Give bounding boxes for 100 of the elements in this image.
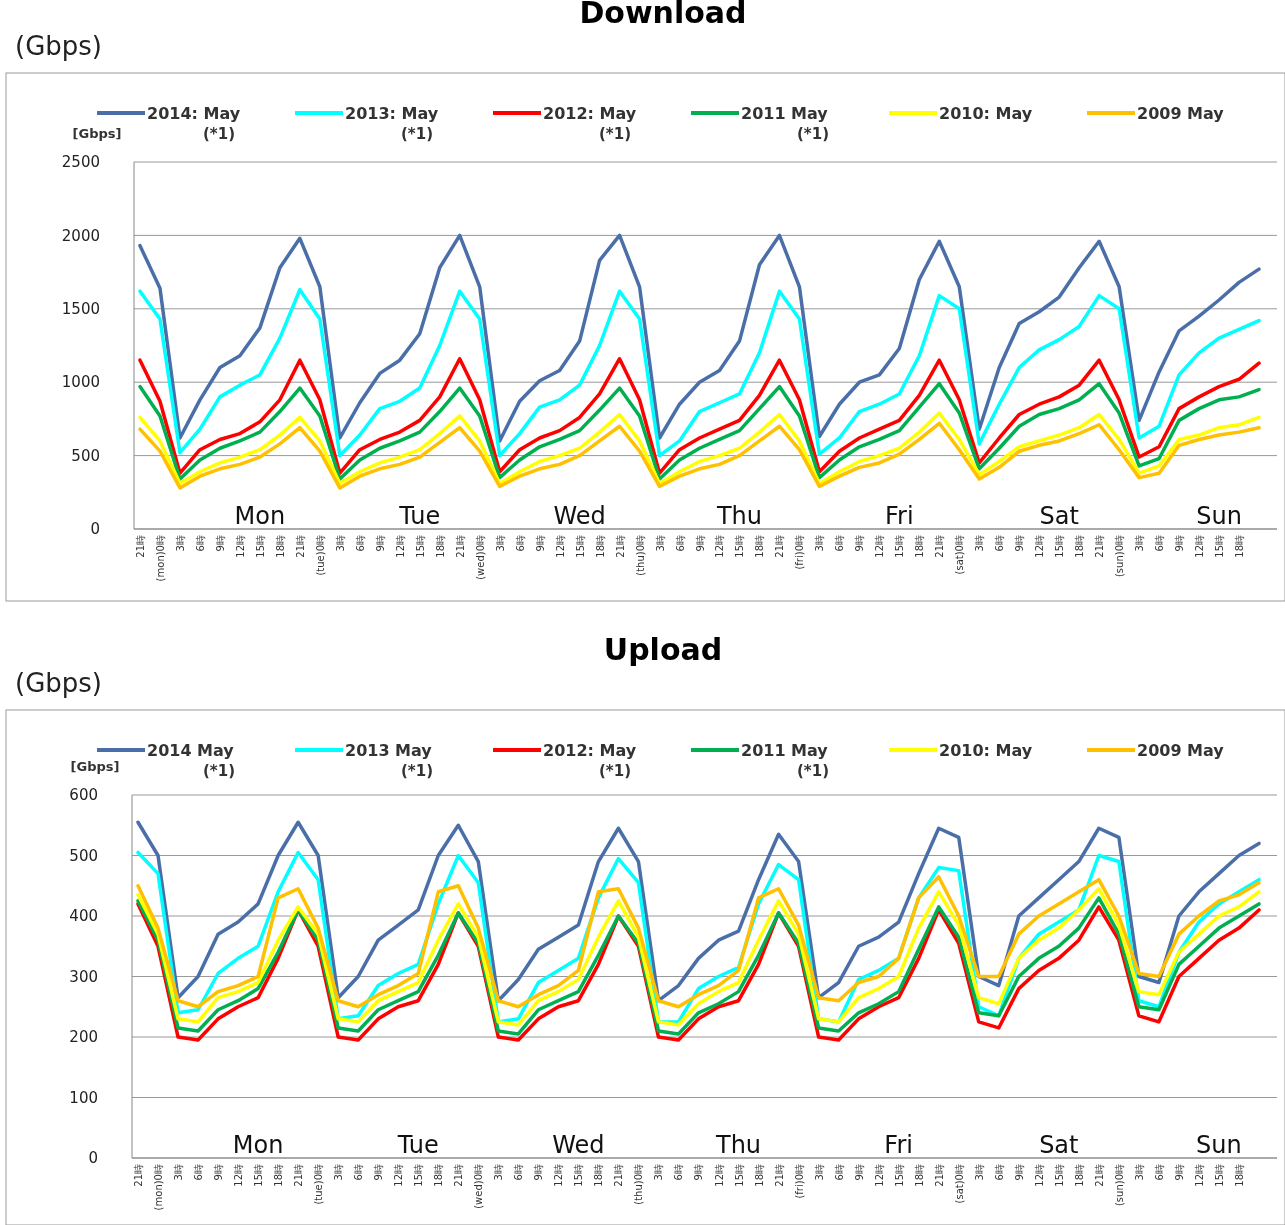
x-tick-label: 6時 [193,1164,205,1181]
x-tick-label: 18時 [274,535,286,558]
x-tick-label: 9時 [373,1164,385,1181]
y-tick-label: 1000 [61,373,100,392]
legend-label: 2013: May (*1) [345,103,439,144]
annotation: Sun [1196,502,1242,530]
annotation: Sun [1196,1131,1242,1159]
x-tick-label: 9時 [1173,1164,1185,1181]
line-series [138,381,1261,481]
line-series [138,233,1261,443]
x-tick-label: 6時 [354,535,366,552]
x-tick-label: 15時 [894,535,906,558]
x-tick-label: 21時 [613,1164,625,1187]
x-tick-label: 6時 [514,535,526,552]
x-tick-label: 15時 [253,1164,265,1187]
x-tick-label: 3時 [174,535,186,552]
x-tick-label: 18時 [273,1164,285,1187]
x-tick-label: 12時 [714,535,726,558]
x-tick-label: 9時 [213,1164,225,1181]
x-tick-label: 3時 [654,535,666,552]
x-tick-label: 15時 [414,535,426,558]
y-tick-label: 400 [69,907,98,926]
x-tick-label: (mon)0時 [154,535,166,582]
legend-label: 2014 May (*1) [147,740,235,781]
x-tick-label: 9時 [694,535,706,552]
y-axis-title: [Gbps] [70,759,120,774]
chart-title: Upload [603,632,723,667]
x-tick-label: 3時 [1134,535,1146,552]
legend-label: 2009 May [1137,103,1225,123]
x-tick-label: 18時 [753,1164,765,1187]
x-tick-label: 6時 [993,1164,1005,1181]
x-tick-label: 15時 [413,1164,425,1187]
legend-label: 2010: May [939,103,1033,123]
x-tick-label: 3時 [493,1164,505,1181]
y-tick-label: 600 [69,786,98,805]
x-tick-label: 12時 [1033,1164,1045,1187]
y-tick-label: 500 [69,846,98,865]
x-tick-label: 21時 [294,535,306,558]
x-tick-label: 6時 [994,535,1006,552]
x-tick-label: (wed)0時 [473,1164,485,1209]
x-tick-label: (thu)0時 [634,535,646,576]
x-tick-label: 6時 [1153,1164,1165,1181]
line-series [138,411,1261,486]
x-tick-label: 21時 [134,535,146,558]
x-tick-label: 6時 [833,1164,845,1181]
line-series [138,421,1261,490]
legend-label: 2014: May (*1) [147,103,241,144]
legend-label: 2011 May (*1) [741,740,829,781]
x-tick-label: 9時 [853,1164,865,1181]
x-tick-label: 6時 [513,1164,525,1181]
x-tick-label: 15時 [1213,1164,1225,1187]
annotation: Fri [885,502,914,530]
x-tick-label: (tue)0時 [314,535,326,576]
x-tick-label: (fri)0時 [793,1164,805,1199]
x-tick-label: (mon)0時 [153,1164,165,1211]
x-tick-label: 3時 [494,535,506,552]
legend-label: 2012: May (*1) [543,740,637,781]
x-tick-label: 21時 [454,535,466,558]
chart-subtitle: (Gbps) [15,31,102,61]
x-tick-label: 6時 [1154,535,1166,552]
x-tick-label: (sun)0時 [1114,535,1126,578]
x-tick-label: 3時 [974,535,986,552]
annotation: Sat [1039,502,1079,530]
x-tick-label: 3時 [814,535,826,552]
x-tick-label: (sun)0時 [1113,1164,1125,1207]
y-tick-label: 2000 [61,226,100,245]
x-tick-label: 3時 [1133,1164,1145,1181]
annotation: Fri [884,1131,913,1159]
annotation: Tue [396,1131,439,1159]
x-tick-label: 3時 [334,535,346,552]
x-tick-label: 18時 [593,1164,605,1187]
x-tick-label: 9時 [214,535,226,552]
x-tick-label: 15時 [893,1164,905,1187]
x-tick-label: 18時 [913,1164,925,1187]
x-tick-label: 21時 [934,535,946,558]
legend-label: 2012: May (*1) [543,103,637,144]
annotation: Wed [553,502,606,530]
x-tick-label: 15時 [574,535,586,558]
x-tick-label: (tue)0時 [313,1164,325,1205]
annotation: Thu [714,1131,762,1159]
legend-label: 2010: May [939,740,1033,760]
annotation: Sat [1039,1131,1079,1159]
legend-label: 2013 May (*1) [345,740,433,781]
x-tick-label: 12時 [713,1164,725,1187]
line-series [138,356,1261,475]
y-tick-label: 500 [71,446,100,465]
x-tick-label: 12時 [554,535,566,558]
x-tick-label: (thu)0時 [633,1164,645,1205]
x-tick-label: 3時 [973,1164,985,1181]
x-tick-label: 3時 [173,1164,185,1181]
x-tick-label: 9時 [533,1164,545,1181]
x-tick-label: 21時 [773,1164,785,1187]
x-tick-label: 15時 [734,535,746,558]
y-axis-title: [Gbps] [72,126,122,141]
x-tick-label: 12時 [393,1164,405,1187]
line-series [136,874,1261,1009]
x-tick-label: 18時 [1074,535,1086,558]
chart-subtitle: (Gbps) [15,668,102,698]
x-tick-label: 6時 [834,535,846,552]
x-tick-label: 21時 [1094,535,1106,558]
